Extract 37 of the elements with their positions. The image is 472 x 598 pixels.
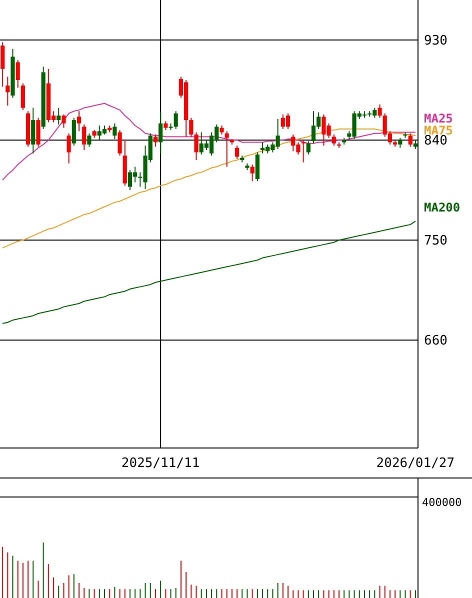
candlestick bbox=[398, 137, 402, 148]
candlestick bbox=[56, 107, 61, 126]
candlestick bbox=[72, 117, 76, 146]
candlestick bbox=[235, 145, 240, 160]
line-series bbox=[2, 220, 416, 324]
x-tick-label: 2025/11/11 bbox=[121, 456, 200, 471]
candlestick bbox=[189, 117, 194, 138]
candlestick bbox=[112, 122, 117, 140]
candlestick bbox=[224, 130, 229, 168]
candlestick bbox=[153, 134, 158, 148]
candlestick bbox=[408, 132, 412, 148]
candlestick bbox=[118, 130, 122, 156]
candlestick bbox=[62, 114, 66, 128]
candlestick bbox=[378, 104, 382, 118]
candlestick bbox=[6, 76, 10, 106]
line-series bbox=[2, 102, 416, 181]
candlestick bbox=[0, 42, 5, 88]
y-tick-label: 660 bbox=[424, 334, 448, 349]
candlestick bbox=[158, 112, 163, 154]
y-tick-label: 750 bbox=[424, 234, 448, 249]
y-tick-label: 840 bbox=[424, 134, 448, 149]
series-label: MA200 bbox=[424, 200, 460, 214]
x-tick-label: 2026/01/27 bbox=[376, 456, 455, 471]
candlestick bbox=[194, 132, 198, 161]
candlestick bbox=[250, 164, 254, 182]
candlestick bbox=[16, 60, 20, 88]
candlestick bbox=[332, 134, 336, 146]
series-label: MA25 bbox=[424, 111, 453, 126]
candlestick bbox=[20, 82, 25, 111]
candlestick bbox=[66, 132, 71, 164]
y-tick-label: 930 bbox=[424, 34, 448, 49]
candlestick bbox=[76, 110, 82, 132]
text: 400000 bbox=[422, 496, 462, 509]
candlestick bbox=[306, 140, 310, 156]
candlestick bbox=[174, 110, 178, 130]
candlestick bbox=[82, 124, 86, 151]
candlestick bbox=[87, 132, 92, 148]
